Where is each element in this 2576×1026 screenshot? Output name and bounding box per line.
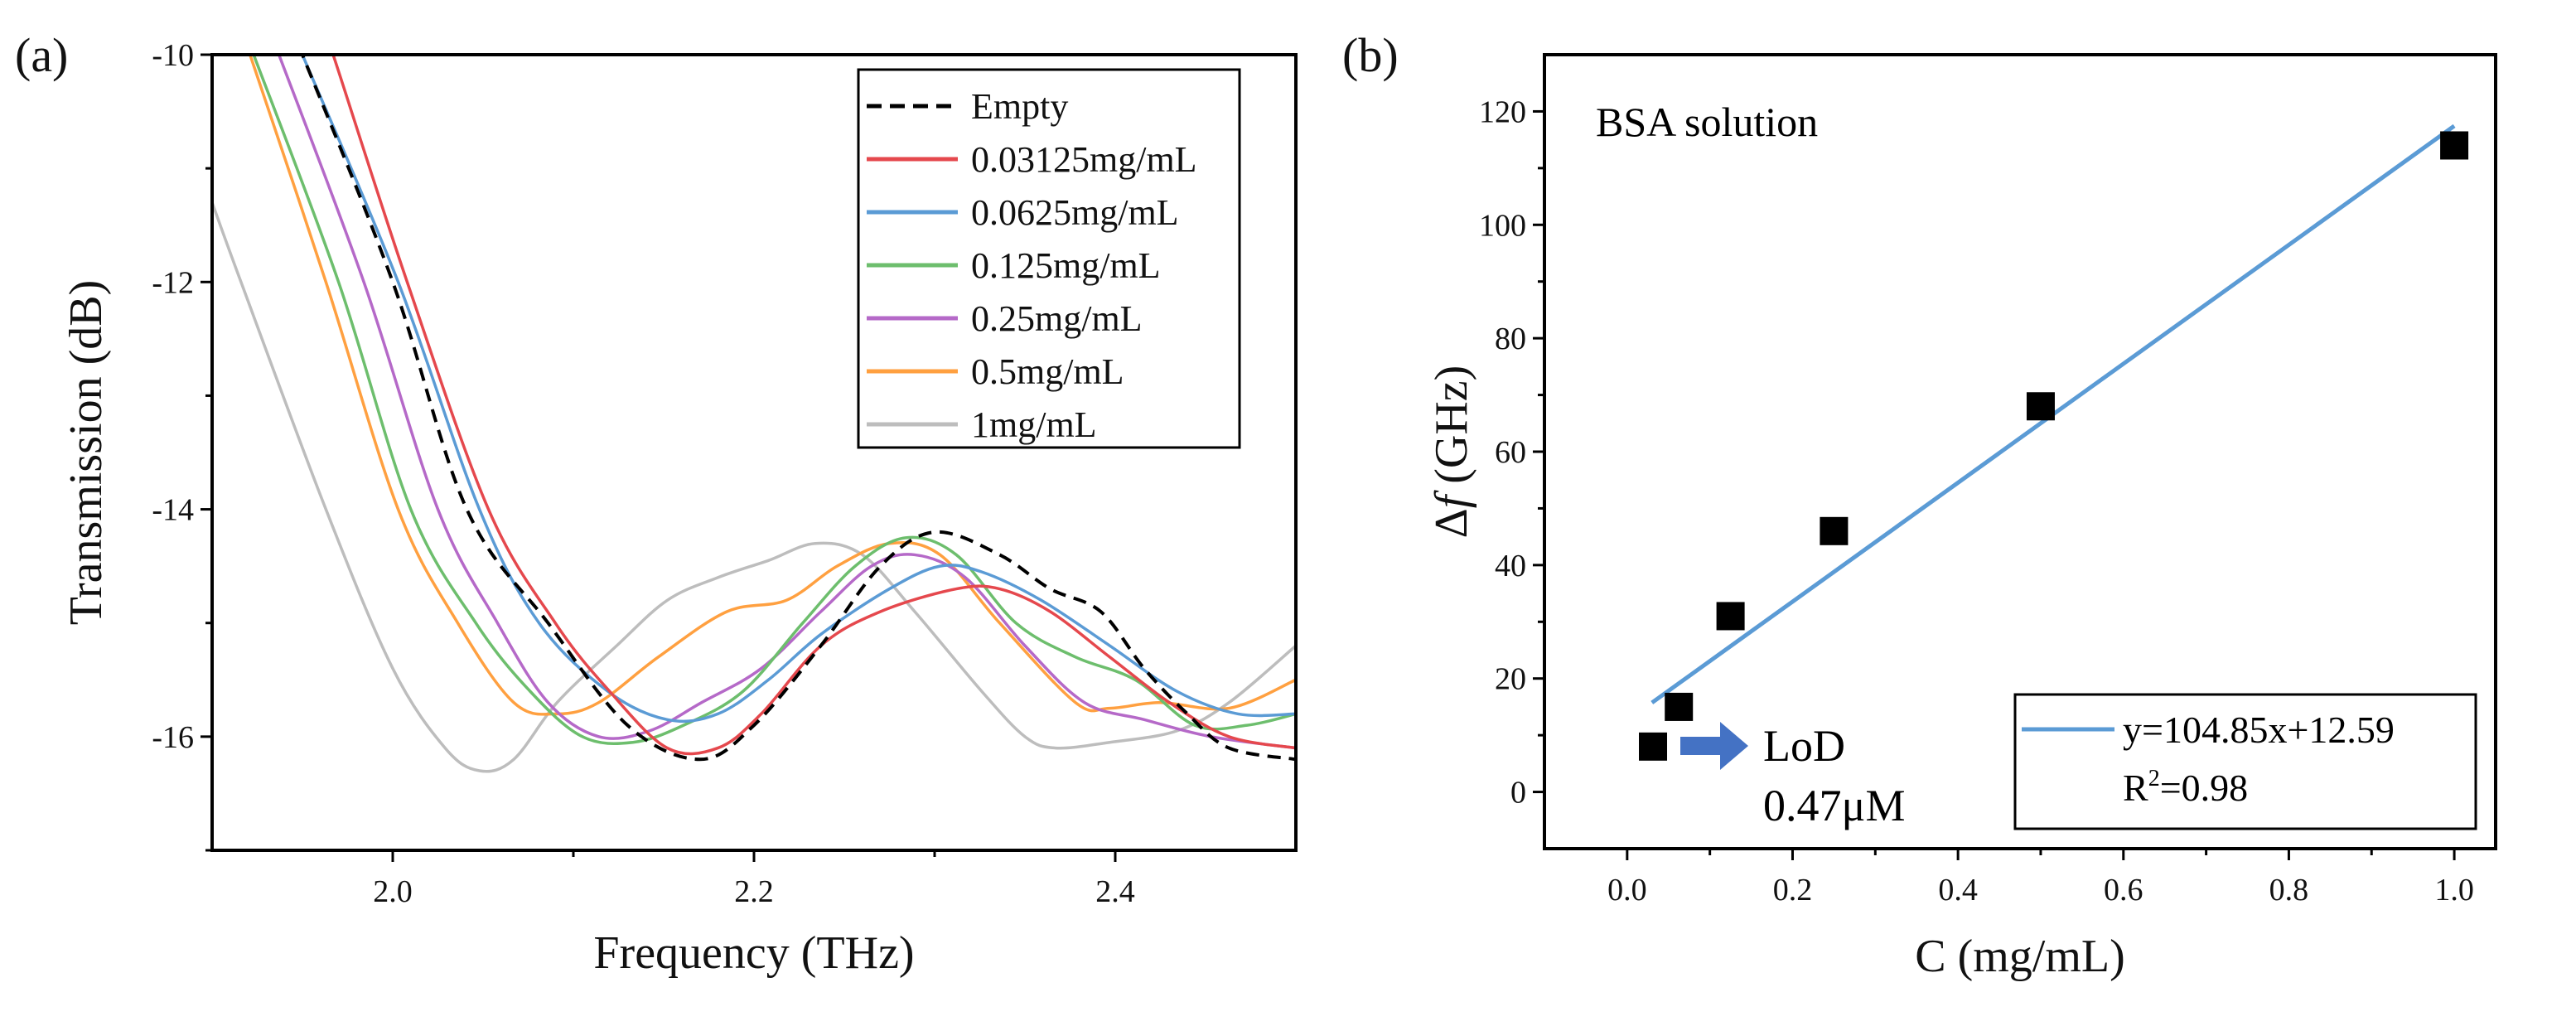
- panel-b-ylabel: Δf (GHz): [1426, 365, 1477, 539]
- legend-label: 0.25mg/mL: [971, 298, 1143, 339]
- x-tick-label: 2.4: [1095, 874, 1135, 909]
- data-point: [1820, 516, 1849, 545]
- r2-value: =0.98: [2160, 767, 2248, 809]
- x-tick-label: 0.6: [2104, 873, 2143, 907]
- legend-label: 0.03125mg/mL: [971, 139, 1197, 180]
- x-tick-label: 2.0: [373, 874, 413, 909]
- series-line-0-03125mg-ml: [331, 55, 1296, 756]
- lod-arrow-icon: [1680, 722, 1748, 770]
- legend-label: 0.0625mg/mL: [971, 192, 1179, 233]
- panel-a: (a) 2.0 2.2 2.4 -10 -12 -14 -16 Frequency (THz…: [15, 28, 1298, 979]
- y-tick-label: 60: [1495, 435, 1526, 470]
- y-tick-label: -10: [152, 38, 194, 73]
- panel-b-ticks: 0.0 0.2 0.4 0.6 0.8 1.0 0 20 40 60 80 100 120: [1479, 94, 2474, 907]
- x-tick-label: 0.4: [1938, 873, 1978, 907]
- legend-label: 0.125mg/mL: [971, 245, 1161, 286]
- y-tick-label: -16: [152, 720, 194, 755]
- fit-r2: R2=0.98: [2123, 766, 2248, 809]
- panel-a-label: (a): [15, 28, 68, 82]
- panel-b-label: (b): [1342, 28, 1399, 82]
- x-tick-label: 0.0: [1607, 873, 1647, 907]
- x-tick-label: 2.2: [734, 874, 774, 909]
- fit-equation: y=104.85x+12.59: [2123, 709, 2395, 751]
- x-tick-label: 1.0: [2434, 873, 2474, 907]
- panel-a-ticks: 2.0 2.2 2.4 -10 -12 -14 -16: [152, 38, 1134, 909]
- panel-b-marks: [1639, 123, 2469, 761]
- legend-label: 0.5mg/mL: [971, 351, 1124, 392]
- r2-sup: 2: [2148, 766, 2160, 791]
- y-tick-label: -12: [152, 265, 194, 300]
- series-line-0-125mg-ml: [252, 55, 1296, 746]
- data-point: [2440, 131, 2469, 160]
- lod-label: LoD: [1763, 721, 1845, 771]
- series-line-0-5mg-ml: [248, 55, 1296, 716]
- y-tick-label: 20: [1495, 662, 1526, 697]
- panel-b: (b) 0.0 0.2 0.4 0.6 0.8 1.0 0 20 40 60 80 100 120 BS…: [1342, 28, 2497, 982]
- bsa-annotation: BSA solution: [1596, 99, 1818, 145]
- y-tick-label: -14: [152, 493, 194, 528]
- panel-a-legend: Empty 0.03125mg/mL 0.0625mg/mL 0.125mg/mL 0.…: [857, 68, 1241, 449]
- series-line-0-25mg-ml: [277, 55, 1296, 750]
- data-point: [1639, 732, 1668, 761]
- series-line-1mg-ml: [212, 201, 1296, 773]
- r2-prefix: R: [2123, 767, 2148, 809]
- panel-b-xlabel: C (mg/mL): [1915, 931, 2125, 982]
- ylabel-unit: (GHz): [1426, 365, 1477, 496]
- legend-label: Empty: [971, 86, 1068, 127]
- panel-a-ylabel: Transmission (dB): [60, 280, 112, 625]
- data-point: [1665, 692, 1694, 721]
- y-tick-label: 100: [1479, 208, 1526, 243]
- panel-a-xlabel: Frequency (THz): [593, 927, 914, 979]
- x-tick-label: 0.8: [2269, 873, 2309, 907]
- panel-a-curves: [212, 55, 1296, 773]
- x-tick-label: 0.2: [1773, 873, 1813, 907]
- data-point: [1716, 602, 1745, 631]
- y-tick-label: 120: [1479, 94, 1526, 129]
- y-tick-label: 80: [1495, 322, 1526, 356]
- y-tick-label: 40: [1495, 549, 1526, 583]
- data-point: [2026, 392, 2055, 421]
- ylabel-delta: Δ: [1426, 508, 1477, 538]
- y-tick-label: 0: [1510, 776, 1526, 811]
- lod-value: 0.47μM: [1763, 781, 1905, 830]
- legend-label: 1mg/mL: [971, 404, 1097, 445]
- fit-legend-box: [2013, 693, 2477, 830]
- legend-box: [857, 68, 1241, 449]
- series-line-0-0625mg-ml: [301, 55, 1296, 724]
